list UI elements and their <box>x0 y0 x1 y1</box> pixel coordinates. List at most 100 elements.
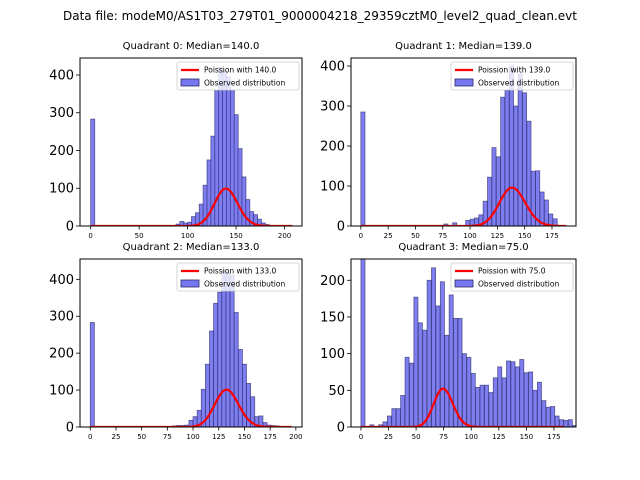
histogram-bar <box>360 259 366 427</box>
y-tick-label: 0 <box>337 220 345 235</box>
x-tick-label: 125 <box>491 232 504 240</box>
figure-suptitle: Data file: modeM0/AS1T03_279T01_90000042… <box>63 9 577 23</box>
x-tick-label: 100 <box>465 433 478 441</box>
x-tick-label: 100 <box>186 433 199 441</box>
histogram-bar <box>221 269 227 427</box>
x-tick-label: 75 <box>438 232 447 240</box>
histogram-bar <box>213 302 219 427</box>
histogram-bar <box>435 305 441 427</box>
y-tick-label: 100 <box>320 180 345 195</box>
subplot-title: Quadrant 3: Median=75.0 <box>398 242 528 253</box>
poisson-curve <box>360 387 565 427</box>
x-tick-label: 50 <box>137 433 146 441</box>
x-tick-label: 175 <box>263 433 276 441</box>
histogram-bar <box>404 356 410 427</box>
y-tick-label: 400 <box>320 60 345 75</box>
histogram-bar <box>395 408 401 427</box>
histogram-bar <box>517 73 523 226</box>
subplot-title: Quadrant 0: Median=140.0 <box>123 41 260 52</box>
x-tick-label: 100 <box>463 232 476 240</box>
histogram-bar <box>237 349 243 427</box>
y-tick-label: 400 <box>49 68 74 83</box>
histogram-bar <box>475 386 481 427</box>
histogram-bar <box>439 281 445 427</box>
legend-box <box>176 262 300 292</box>
histogram-bar <box>457 318 463 427</box>
y-tick-label: 300 <box>49 310 74 325</box>
subplot-quadrant-2: Quadrant 2: Median=133.0 0 100 200 300 400 0 25… <box>49 242 302 441</box>
legend-label-poisson: Poission with 75.0 <box>478 267 546 276</box>
y-tick-label: 100 <box>320 347 345 362</box>
y-tick-label: 200 <box>49 144 74 159</box>
histogram-bar <box>452 222 458 226</box>
histogram-bar <box>506 360 511 427</box>
x-tick-label: 100 <box>181 232 194 240</box>
histogram-bar <box>492 377 498 427</box>
histogram-bar <box>233 114 239 226</box>
histogram-bar <box>495 156 501 226</box>
y-tick-label: 300 <box>49 106 74 121</box>
x-tick-label: 50 <box>135 232 144 240</box>
histogram-bar <box>523 372 529 427</box>
histogram-bar <box>237 148 243 226</box>
x-tick-label: 75 <box>163 433 172 441</box>
histogram-bar <box>217 291 223 427</box>
histogram-bar <box>484 384 489 427</box>
histogram-bar <box>426 279 432 427</box>
legend-label-poisson: Poission with 139.0 <box>478 66 551 75</box>
histogram-bar <box>545 406 551 427</box>
histogram-bar <box>510 361 516 427</box>
x-tick-label: 150 <box>229 232 242 240</box>
legend-box <box>176 61 300 91</box>
x-tick-label: 150 <box>238 433 251 441</box>
histogram-bar <box>554 415 560 427</box>
x-tick-label: 200 <box>278 232 291 240</box>
subplot-title: Quadrant 2: Median=133.0 <box>123 242 260 253</box>
plot-area <box>360 259 576 427</box>
x-tick-label: 25 <box>384 433 393 441</box>
histogram-bar <box>500 96 506 226</box>
histogram-bar <box>225 76 231 226</box>
histogram-bar <box>409 362 414 427</box>
x-tick-label: 50 <box>411 232 420 240</box>
histogram-bar <box>479 384 485 427</box>
axes-frame <box>350 258 577 428</box>
x-tick-label: 125 <box>212 433 225 441</box>
histogram-bar <box>444 334 450 427</box>
histogram-bar <box>448 294 454 427</box>
plot-area <box>89 269 293 427</box>
subplot-quadrant-0: Quadrant 0: Median=140.0 0 100 200 300 400 0 50… <box>49 41 303 240</box>
histogram-bar <box>550 406 556 427</box>
x-tick-label: 25 <box>112 433 121 441</box>
plot-area <box>90 67 293 226</box>
histogram-bar <box>369 424 375 427</box>
axes-frame <box>79 57 303 227</box>
histogram-bar <box>391 408 397 427</box>
y-tick-label: 200 <box>49 347 74 362</box>
y-tick-label: 200 <box>320 140 345 155</box>
histogram-bar <box>218 67 224 226</box>
x-tick-label: 175 <box>545 232 558 240</box>
y-tick-label: 200 <box>320 274 345 289</box>
legend: Poission with 139.0 Observed distribution <box>450 61 574 91</box>
x-tick-label: 150 <box>518 232 531 240</box>
histogram-bar <box>233 312 239 427</box>
histogram-bar <box>497 366 503 427</box>
y-tick-label: 0 <box>66 220 74 235</box>
histogram-bar <box>501 377 507 427</box>
axes-frame <box>79 258 303 428</box>
y-tick-label: 0 <box>337 421 345 436</box>
histogram-bar <box>386 415 392 427</box>
histogram-bar <box>514 366 520 427</box>
histogram-bar <box>488 392 494 427</box>
legend: Poission with 75.0 Observed distribution <box>450 262 574 292</box>
legend-label-observed: Observed distribution <box>478 280 559 289</box>
histogram-bar <box>400 395 406 427</box>
histogram-bar <box>543 199 549 226</box>
x-tick-label: 0 <box>88 232 92 240</box>
y-tick-label: 50 <box>328 384 345 399</box>
histogram-bar <box>360 111 366 226</box>
plot-area <box>360 65 567 226</box>
histogram-bar <box>229 275 235 427</box>
